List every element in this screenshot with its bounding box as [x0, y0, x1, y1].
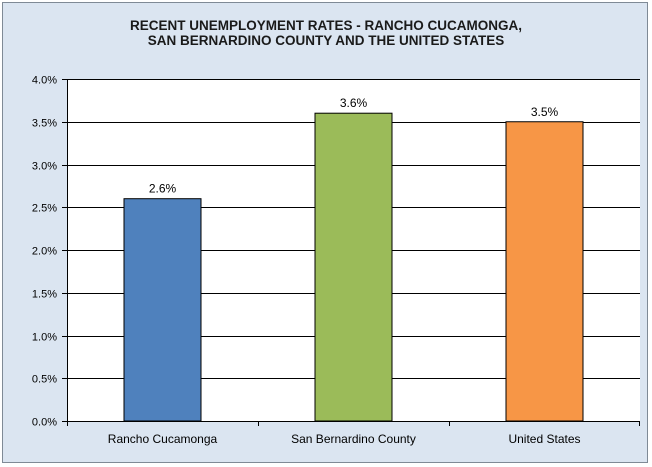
y-tick-label: 1.5% — [32, 289, 57, 301]
y-tick-label: 4.0% — [32, 75, 57, 87]
y-tick-label: 2.0% — [32, 246, 57, 258]
bar-rancho-cucamonga — [124, 199, 201, 421]
bar-san-bernardino-county — [315, 113, 392, 421]
x-category-label: Rancho Cucamonga — [108, 432, 218, 446]
x-category-label: United States — [508, 432, 580, 446]
bar-united-states — [506, 122, 583, 421]
x-category-labels: Rancho Cucamonga San Bernardino County Uni… — [108, 432, 581, 446]
data-label: 3.6% — [340, 96, 368, 110]
y-tick-label: 3.5% — [32, 118, 57, 130]
y-tick-label: 2.5% — [32, 203, 57, 215]
data-label: 2.6% — [149, 182, 177, 196]
x-category-label: San Bernardino County — [291, 432, 416, 446]
y-tick-label: 3.0% — [32, 161, 57, 173]
y-tick-label: 0.5% — [32, 374, 57, 386]
data-label: 3.5% — [531, 105, 559, 119]
y-tick-label: 1.0% — [32, 332, 57, 344]
y-tick-labels: 0.0% 0.5% 1.0% 1.5% 2.0% 2.5% 3.0% 3.5% 4.0% — [32, 75, 57, 429]
y-tick-label: 0.0% — [32, 417, 57, 429]
